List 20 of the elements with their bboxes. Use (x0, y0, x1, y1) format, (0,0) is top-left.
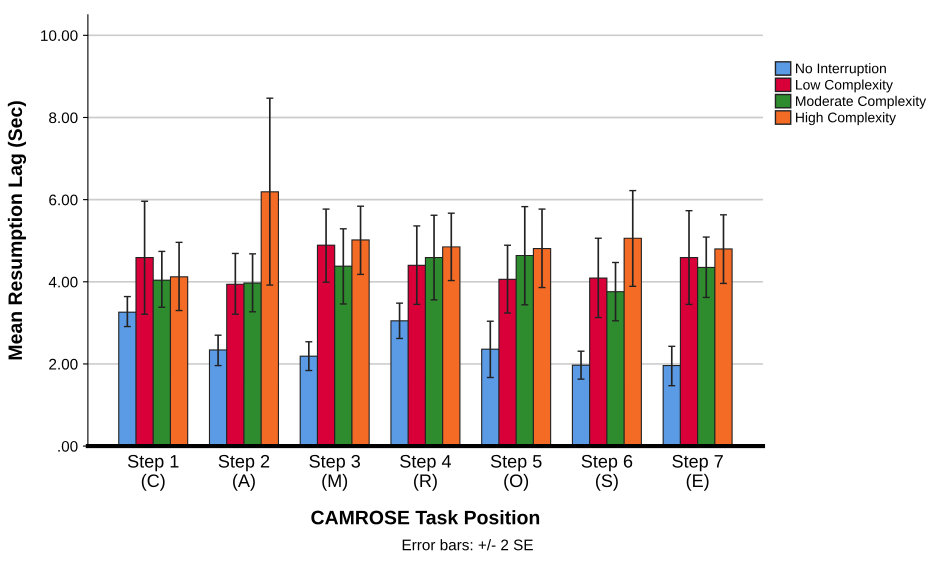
legend-label: Low Complexity (796, 79, 893, 92)
legend-label: Moderate Complexity (796, 96, 926, 109)
x-tick-label: Step 4 (R) (400, 454, 451, 491)
legend-label: No Interruption (796, 63, 886, 76)
y-axis-title: Mean Resumption Lag (Sec) (8, 101, 26, 360)
x-tick-label: Step 2 (A) (218, 454, 270, 491)
x-tick-label: Step 1 (C) (128, 454, 178, 491)
y-tick-label: 10.00 (41, 30, 78, 42)
legend-label: High Complexity (796, 112, 896, 126)
x-tick-label: Step 5 (O) (490, 454, 542, 491)
y-tick-label: .00 (58, 440, 78, 452)
x-tick-label: Step 7 (E) (672, 454, 723, 491)
x-tick-label: Step 3 (M) (309, 454, 360, 491)
y-tick-label: 4.00 (48, 276, 78, 288)
text: Error bars: +/- 2 SE (402, 539, 533, 550)
y-tick-label: 6.00 (49, 194, 78, 206)
x-axis-title: CAMROSE Task Position (311, 510, 540, 524)
x-tick-label: Step 6 (S) (582, 454, 632, 491)
y-tick-label: 8.00 (49, 112, 78, 124)
y-tick-label: 2.00 (49, 358, 78, 370)
